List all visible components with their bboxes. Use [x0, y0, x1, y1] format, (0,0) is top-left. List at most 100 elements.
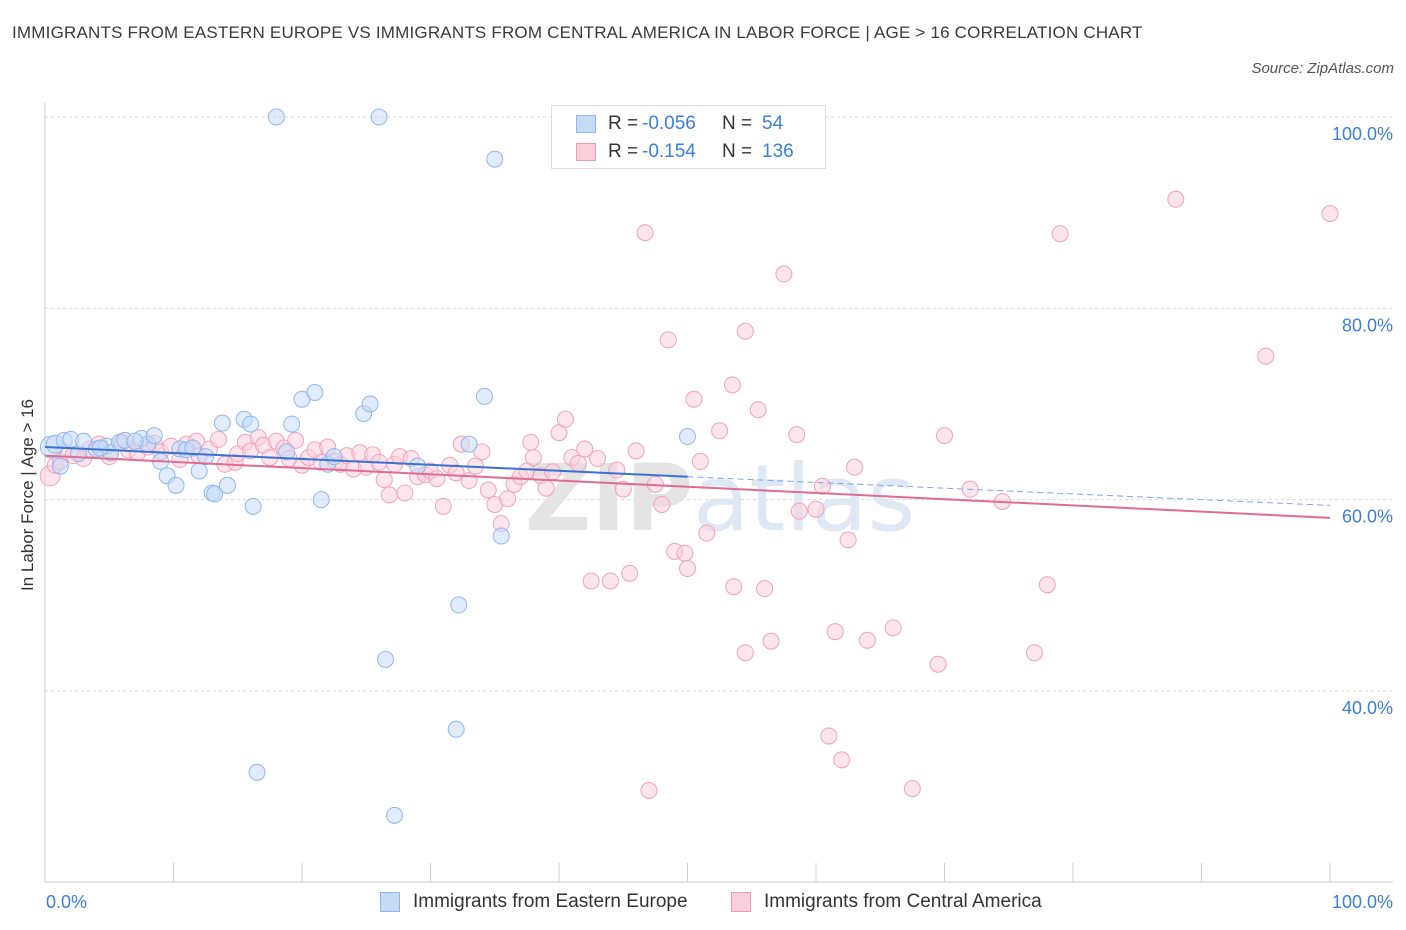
central-america-point	[544, 463, 562, 481]
central-america-point	[537, 479, 555, 497]
eastern-europe-point	[450, 596, 468, 614]
central-america-point	[627, 442, 645, 460]
central-america-point	[589, 450, 607, 468]
legend-swatch-pink	[731, 892, 751, 912]
central-america-point	[653, 495, 671, 513]
eastern-europe-point	[679, 428, 696, 446]
source-label: Source: ZipAtlas.com	[1251, 60, 1394, 77]
central-america-point	[396, 484, 414, 502]
central-america-point	[807, 500, 825, 518]
central-america-point	[736, 322, 754, 340]
central-america-point	[209, 430, 227, 448]
eastern-europe-point	[475, 387, 493, 405]
legend-label-eastern-europe: Immigrants from Eastern Europe	[413, 891, 688, 912]
legend-label-central-america: Immigrants from Central America	[764, 891, 1042, 912]
eastern-europe-point	[218, 476, 236, 494]
central-america-point	[569, 454, 587, 472]
eastern-europe-point	[244, 497, 262, 515]
central-america-point	[846, 458, 864, 476]
tick-labels: 100.0% 80.0% 60.0% 40.0% 0.0% 100.0%	[46, 124, 1393, 912]
eastern-europe-point	[361, 395, 379, 413]
central-america-point	[676, 544, 694, 562]
r-value: -0.154	[642, 141, 696, 162]
central-america-point	[749, 401, 767, 419]
central-america-point	[524, 449, 542, 467]
central-america-point	[659, 331, 677, 349]
eastern-europe-point	[51, 457, 69, 475]
eastern-europe-point	[486, 150, 504, 168]
central-america-point	[479, 481, 497, 499]
central-america-point	[903, 780, 921, 798]
central-america-point	[428, 470, 446, 488]
n-label: N =	[722, 113, 753, 134]
r-value: -0.056	[642, 113, 696, 134]
axes	[44, 103, 1393, 883]
central-america-point	[711, 422, 729, 440]
x-tick-label: 100.0%	[1332, 892, 1393, 912]
central-america-point	[499, 490, 517, 508]
eastern-europe-point	[184, 439, 202, 457]
central-america-point	[447, 464, 465, 482]
y-tick-label: 40.0%	[1342, 698, 1393, 718]
central-america-point	[679, 560, 696, 578]
central-america-point	[790, 502, 808, 520]
central-america-point	[522, 433, 540, 451]
central-america-point	[621, 564, 639, 582]
central-america-point	[473, 443, 491, 461]
eastern-europe-point	[248, 763, 266, 781]
legend-swatch-blue	[576, 115, 596, 133]
central-america-point	[614, 480, 632, 498]
central-america-point	[736, 644, 754, 662]
legend-swatch-pink	[576, 143, 596, 161]
eastern-europe-point	[386, 806, 404, 824]
eastern-europe-point	[126, 432, 144, 450]
central-america-point	[1025, 644, 1043, 662]
central-america-point	[556, 410, 574, 428]
grid-lines	[45, 116, 1393, 692]
eastern-europe-point	[278, 443, 296, 461]
trend-line-eastern-europe-extension	[687, 476, 1331, 506]
eastern-europe-point	[377, 650, 395, 668]
central-america-point	[788, 426, 806, 444]
central-america-point	[691, 452, 709, 470]
central-america-point	[929, 655, 947, 673]
eastern-europe-point	[242, 415, 260, 433]
x-tick-label: 0.0%	[46, 892, 87, 912]
eastern-europe-point	[312, 491, 330, 509]
central-america-point	[762, 632, 780, 650]
central-america-point	[640, 781, 658, 799]
central-america-point	[1321, 205, 1339, 223]
central-america-point	[884, 619, 902, 637]
eastern-europe-point	[167, 476, 185, 494]
chart-title: IMMIGRANTS FROM EASTERN EUROPE VS IMMIGR…	[12, 23, 1143, 42]
correlation-legend: R = -0.056 N = 54 R = -0.154 N = 136	[551, 105, 826, 169]
n-value: 136	[762, 141, 794, 162]
central-america-point	[287, 431, 305, 449]
eastern-europe-point	[306, 384, 324, 402]
central-america-point	[582, 572, 600, 590]
central-america-point	[1038, 576, 1056, 594]
trend-line-central-america	[44, 454, 1331, 519]
central-america-point	[839, 531, 857, 549]
central-america-point	[820, 727, 838, 745]
central-america-point	[698, 524, 716, 542]
central-america-point	[813, 477, 831, 495]
y-tick-label: 60.0%	[1342, 507, 1393, 527]
eastern-europe-point	[370, 108, 388, 126]
eastern-europe-point	[206, 485, 224, 503]
y-axis-label: In Labor Force | Age > 16	[18, 398, 37, 592]
central-america-point	[576, 440, 594, 458]
eastern-europe-point	[267, 108, 285, 126]
eastern-europe-point	[447, 720, 465, 738]
bottom-legend-central-america: Immigrants from Central America	[731, 889, 1042, 915]
central-america-point	[636, 224, 654, 242]
y-tick-label: 100.0%	[1332, 124, 1393, 144]
central-america-point	[685, 390, 703, 408]
central-america-point	[380, 486, 398, 504]
r-label: R =	[608, 141, 639, 162]
central-america-point	[1257, 347, 1275, 365]
central-america-point	[858, 631, 876, 649]
r-label: R =	[608, 113, 639, 134]
central-america-point	[723, 376, 741, 394]
